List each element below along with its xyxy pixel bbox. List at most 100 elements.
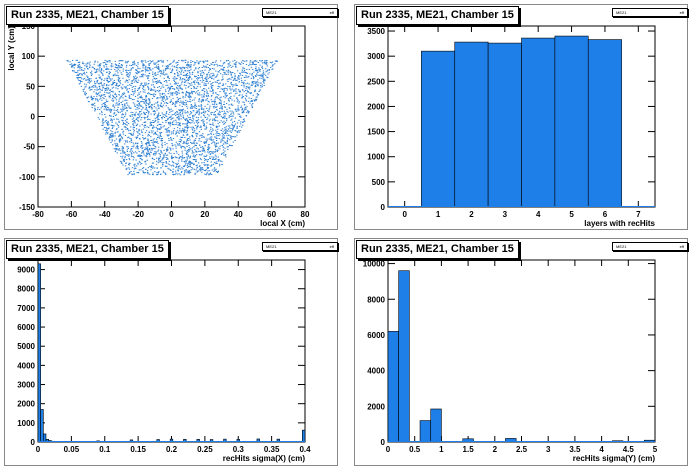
scatter-point [204,145,206,147]
scatter-point [241,71,243,73]
scatter-point [269,61,272,63]
scatter-point [180,73,182,75]
scatter-point [222,84,225,86]
scatter-point [211,139,213,141]
scatter-point [250,104,253,106]
scatter-point [212,100,214,102]
scatter-point [105,69,107,71]
scatter-point [192,142,195,144]
scatter-point [182,134,184,136]
scatter-point [185,73,188,75]
scatter-point [108,137,110,139]
scatter-point [119,160,122,162]
scatter-point [169,121,171,123]
scatter-point [142,74,144,76]
scatter-point [157,121,160,123]
scatter-point [101,104,103,106]
scatter-point [196,167,198,169]
scatter-point [178,60,180,62]
scatter-point [228,63,230,65]
scatter-point [254,90,256,92]
x-axis-label: recHits sigma(X) (cm) [223,454,306,463]
scatter-point [244,97,246,99]
scatter-point [120,136,123,138]
scatter-point [186,172,188,174]
scatter-point [95,93,97,95]
scatter-point [211,84,213,86]
scatter-point [159,134,162,136]
scatter-point [166,65,169,67]
scatter-point [212,118,214,120]
scatter-point [178,109,180,111]
scatter-point [99,88,101,90]
scatter-point [237,78,240,80]
scatter-point [259,60,261,62]
scatter-point [168,138,170,140]
scatter-point [175,123,178,125]
scatter-point [149,125,151,127]
scatter-point [115,87,117,89]
scatter-point [132,79,135,81]
scatter-point [183,160,185,162]
scatter-point [217,147,220,149]
scatter-point [122,106,124,108]
scatter-point [122,123,124,125]
scatter-point [249,61,251,63]
scatter-point [200,136,203,138]
scatter-point [157,80,159,82]
scatter-point [156,116,159,118]
scatter-point [241,94,243,96]
scatter-point [199,126,201,128]
scatter-point [228,117,230,119]
scatter-point [198,162,200,164]
scatter-point [135,69,137,71]
scatter-point [149,123,152,125]
scatter-point [82,61,84,63]
scatter-point [166,84,169,86]
scatter-point [117,126,120,128]
scatter-point [124,120,127,122]
scatter-point [90,70,93,72]
scatter-point [172,124,174,126]
x-tick-label: 1 [436,210,441,219]
scatter-point [101,89,103,91]
scatter-point [161,106,164,108]
scatter-point [125,80,128,82]
scatter-point [138,130,140,132]
scatter-point [191,167,193,169]
scatter-point [103,65,105,67]
scatter-point [113,113,115,115]
scatter-point [182,110,184,112]
scatter-point [115,147,117,149]
scatter-point [223,69,225,71]
scatter-point [237,122,239,124]
scatter-point [142,172,145,174]
scatter-point [136,152,138,154]
scatter-point [114,94,116,96]
scatter-point [130,138,133,140]
scatter-point [107,68,109,70]
scatter-point [112,86,115,88]
scatter-point [248,76,250,78]
scatter-point [224,150,226,152]
scatter-point [96,81,98,83]
scatter-point [145,107,148,109]
scatter-point [183,78,185,80]
scatter-point [106,89,108,91]
scatter-point [217,135,220,137]
scatter-point [77,78,79,80]
scatter-point [193,64,195,66]
scatter-point [147,75,149,77]
scatter-point [147,60,149,62]
scatter-point [255,73,258,75]
scatter-point [106,79,108,81]
scatter-point [260,74,262,76]
scatter-point [230,66,233,68]
scatter-point [150,105,152,107]
scatter-point [151,149,154,151]
scatter-point [141,132,143,134]
x-tick-label: 0.5 [409,445,421,454]
scatter-point [216,150,218,152]
scatter-point [224,154,226,156]
scatter-point [142,170,144,172]
